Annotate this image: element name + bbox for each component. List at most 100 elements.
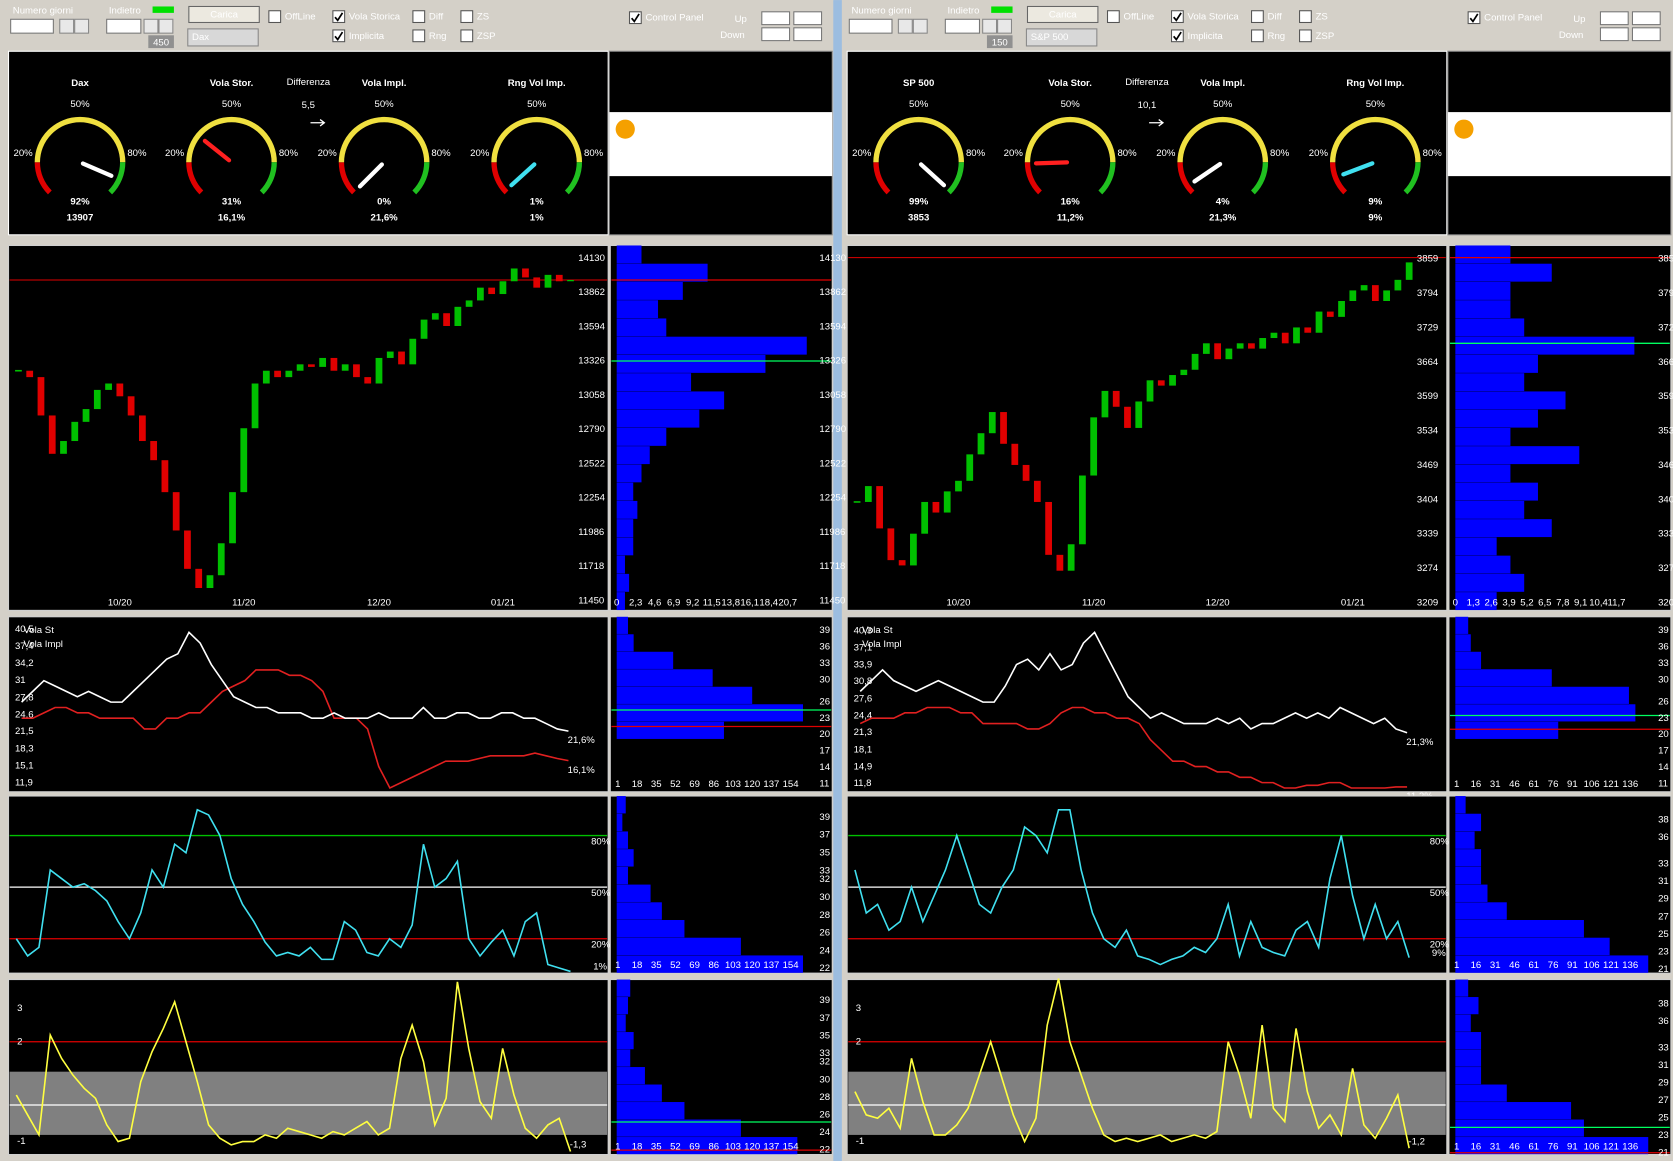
histogram-y-tick-label: 11718 — [819, 561, 845, 572]
check-mark — [334, 12, 344, 22]
threshold-input[interactable] — [761, 11, 791, 26]
histogram-x-tick-label: 31 — [1490, 960, 1501, 971]
checkbox[interactable] — [412, 29, 426, 43]
histogram-y-tick-label: 36 — [1658, 832, 1669, 843]
label: Numero giorni — [851, 5, 911, 16]
check-mark — [1173, 31, 1182, 41]
check-mark — [1173, 12, 1182, 22]
histogram-x-tick-label: 1 — [1454, 960, 1459, 971]
spin-button[interactable] — [143, 18, 159, 34]
y-tick-label: 12522 — [578, 458, 605, 469]
threshold-input[interactable] — [1599, 27, 1629, 42]
y-tick-label: 11,9 — [15, 778, 33, 789]
histogram-x-tick-label: 137 — [763, 1142, 779, 1153]
histogram-x-tick-label: 1 — [1454, 779, 1459, 790]
threshold-value: 80 — [1636, 13, 1647, 24]
load-button[interactable] — [1026, 5, 1099, 24]
threshold-input[interactable] — [761, 27, 791, 42]
checkbox[interactable] — [460, 10, 474, 24]
checkbox[interactable] — [1467, 11, 1481, 25]
days-input[interactable] — [10, 18, 54, 34]
gauge-needle — [509, 162, 537, 188]
histogram-x-tick-label: 7,8 — [1556, 597, 1569, 608]
histogram-y-tick-label: 28 — [819, 910, 830, 921]
gauge-title: Vola Stor. — [210, 78, 254, 89]
histogram-y-tick-label: 30 — [819, 674, 830, 685]
checkbox[interactable] — [1170, 10, 1184, 24]
threshold-value: 3 — [1604, 13, 1609, 24]
spin-button[interactable] — [912, 18, 928, 34]
checkbox[interactable] — [628, 11, 642, 25]
candle — [1180, 369, 1188, 376]
checkbox[interactable] — [1299, 10, 1312, 24]
checkbox[interactable] — [1251, 29, 1264, 43]
back-input[interactable] — [106, 18, 142, 34]
checkbox[interactable] — [332, 10, 346, 24]
spin-button[interactable] — [74, 18, 90, 34]
spin-button[interactable] — [897, 18, 913, 34]
histogram-bar — [616, 500, 638, 519]
gauge-value: 21,3% — [1209, 212, 1237, 223]
threshold-input[interactable] — [793, 27, 823, 42]
candle — [988, 412, 996, 434]
threshold-input[interactable] — [793, 11, 823, 26]
histogram-x-tick-label: 136 — [1622, 779, 1638, 790]
candle — [977, 433, 985, 455]
checkbox[interactable] — [412, 10, 426, 24]
gauge-title: Dax — [71, 78, 89, 89]
checkbox[interactable] — [460, 29, 474, 43]
candle — [1011, 443, 1019, 465]
symbol-combo[interactable] — [1025, 28, 1098, 47]
histogram-bar — [616, 354, 766, 373]
histogram-y-tick-label: 3534 — [1658, 426, 1673, 437]
checkbox[interactable] — [1251, 10, 1264, 24]
threshold-input[interactable] — [1599, 11, 1629, 26]
histogram-bar — [616, 669, 713, 687]
checkbox[interactable] — [1299, 29, 1312, 43]
days-input[interactable] — [848, 18, 893, 34]
threshold-input[interactable] — [1631, 27, 1661, 42]
histogram-bar — [616, 1119, 741, 1137]
load-button[interactable] — [188, 5, 260, 24]
back-input[interactable] — [944, 18, 981, 34]
checkbox[interactable] — [268, 10, 282, 24]
histogram-x-tick-label: 61 — [1528, 1142, 1539, 1153]
histogram-x-tick-label: 9,1 — [1574, 597, 1587, 608]
candle — [138, 415, 146, 442]
y-tick-label: 3599 — [1417, 391, 1438, 402]
spin-button[interactable] — [158, 18, 174, 34]
gauge-percent: 16% — [1061, 196, 1081, 207]
candle — [1067, 544, 1075, 571]
checkbox[interactable] — [1106, 10, 1120, 24]
y-tick-label: 18,1 — [854, 744, 873, 755]
difference-arrow — [310, 119, 326, 127]
symbol-combo[interactable] — [187, 28, 259, 47]
candle — [1371, 285, 1379, 302]
histogram-y-tick-label: 26 — [1658, 696, 1669, 707]
checkbox-label: Control Panel — [1484, 13, 1542, 24]
volatility-line — [859, 706, 1408, 789]
candle — [409, 338, 417, 365]
y-tick-label: 24,4 — [854, 711, 873, 722]
histogram-y-tick-label: 3859 — [1658, 254, 1673, 265]
candle — [1169, 375, 1176, 386]
candle — [240, 428, 248, 493]
candle — [522, 268, 529, 278]
checkbox[interactable] — [332, 29, 346, 43]
logo-word: MONEY — [1543, 133, 1669, 144]
gauge-percent: 31% — [222, 196, 242, 207]
histogram-y-tick-label: 22 — [819, 963, 830, 974]
candle — [251, 383, 259, 429]
checkbox[interactable] — [1170, 29, 1184, 43]
threshold-input[interactable] — [1631, 11, 1661, 26]
histogram-x-tick-label: 18 — [632, 960, 643, 971]
spin-button[interactable] — [982, 18, 998, 34]
histogram-y-tick-label: 12522 — [819, 458, 846, 469]
histogram-x-tick-label: 0 — [1453, 597, 1458, 608]
spin-button[interactable] — [59, 18, 75, 34]
histogram-bar — [616, 721, 724, 739]
histogram-x-tick-label: 2,3 — [629, 597, 642, 608]
candle — [1236, 343, 1244, 349]
spin-button[interactable] — [997, 18, 1013, 34]
candle — [431, 313, 439, 320]
